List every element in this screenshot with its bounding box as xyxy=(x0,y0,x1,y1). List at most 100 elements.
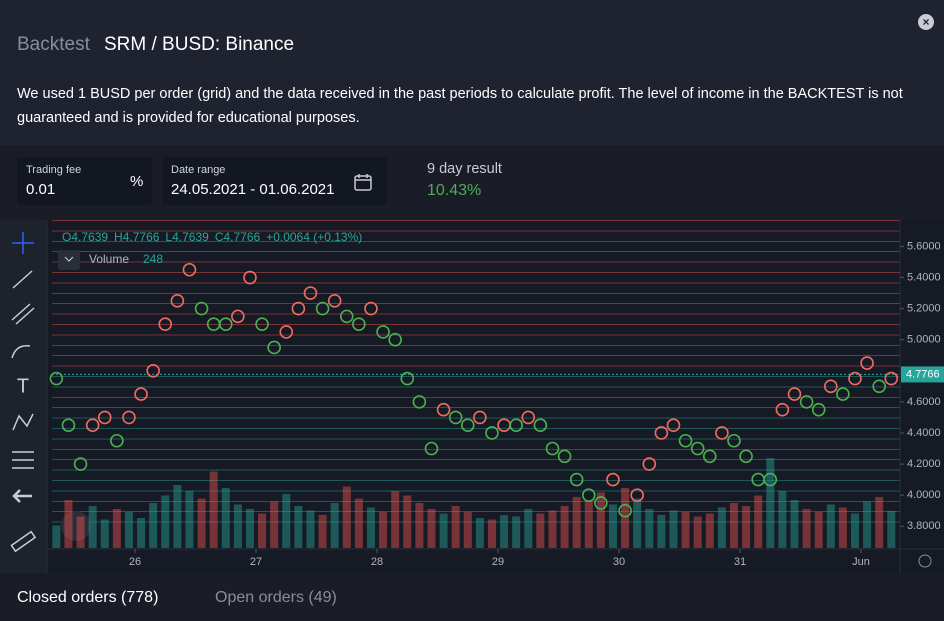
ohlc-value: L4.7639 xyxy=(165,230,209,244)
last-price-label: 4.7766 xyxy=(906,368,940,380)
volume-bar xyxy=(137,518,146,548)
volume-bar xyxy=(572,497,581,548)
volume-bar xyxy=(342,486,351,548)
order-marker xyxy=(327,294,342,308)
order-marker xyxy=(352,317,366,331)
order-marker xyxy=(376,325,390,339)
volume-bar xyxy=(717,507,726,548)
x-tick-label: 28 xyxy=(371,556,383,568)
order-marker xyxy=(49,371,64,386)
order-marker xyxy=(618,503,632,518)
order-marker xyxy=(606,472,620,487)
order-marker xyxy=(848,371,862,386)
order-marker xyxy=(666,418,681,432)
order-marker xyxy=(787,387,802,401)
order-marker xyxy=(799,395,814,409)
field-label: Date range xyxy=(171,164,226,176)
volume-bar xyxy=(161,495,170,548)
collapse-button[interactable] xyxy=(58,250,80,270)
volume-bar xyxy=(221,488,230,548)
order-marker xyxy=(569,472,584,487)
ohlc-value: C4.7766 xyxy=(215,230,261,244)
volume-bar xyxy=(850,513,859,548)
volume-bar xyxy=(52,525,61,548)
order-marker xyxy=(194,301,209,316)
drawing-tools[interactable]: T xyxy=(10,270,37,553)
order-marker xyxy=(473,410,487,425)
volume-bar xyxy=(403,495,412,548)
header-label: Backtest xyxy=(17,34,90,55)
volume-bar xyxy=(887,510,896,548)
chart: T 3.8000 4.0000 4.2000 4.4000 4.6000 5.0000 5.… xyxy=(0,220,944,573)
settings-bar: Trading fee 0.01 % Date range 24.05.2021… xyxy=(0,145,944,220)
x-tick-label: 29 xyxy=(492,556,504,568)
volume-bar xyxy=(330,503,339,548)
volume-bar xyxy=(875,497,884,548)
order-marker xyxy=(702,449,717,464)
tabs-bar: Closed orders (778) Open orders (49) xyxy=(0,573,944,621)
order-marker xyxy=(533,418,548,432)
order-marker xyxy=(364,301,378,316)
volume-bar xyxy=(415,503,424,548)
volume-bar xyxy=(802,509,811,548)
order-marker xyxy=(654,426,669,440)
order-marker xyxy=(521,410,536,425)
logo xyxy=(61,511,91,541)
order-marker xyxy=(460,418,475,432)
volume-bar xyxy=(693,516,702,548)
y-tick-label: 4.0000 xyxy=(907,489,941,501)
settings-icon[interactable] xyxy=(918,554,932,568)
volume-bar xyxy=(294,506,303,548)
date-range-input[interactable]: Date range 24.05.2021 - 01.06.2021 xyxy=(162,157,387,205)
x-tick-label: 31 xyxy=(734,556,746,568)
order-marker xyxy=(85,418,100,432)
volume-bar xyxy=(451,506,460,548)
volume-bar xyxy=(245,509,254,548)
trading-fee-input[interactable]: Trading fee 0.01 % xyxy=(17,157,152,205)
order-marker xyxy=(400,371,415,386)
collapse-icon xyxy=(64,256,74,262)
volume-bar xyxy=(487,519,496,548)
order-marker xyxy=(497,418,511,432)
volume-bar xyxy=(318,515,327,548)
volume-bar xyxy=(863,501,872,548)
order-marker xyxy=(860,356,874,370)
order-marker xyxy=(412,395,427,409)
volume-bar xyxy=(185,491,194,548)
x-tick-label: Jun xyxy=(852,556,870,568)
volume-bar xyxy=(669,510,678,548)
order-marker xyxy=(763,472,778,487)
volume-bar xyxy=(584,501,593,548)
volume-bar xyxy=(282,494,291,548)
order-marker xyxy=(823,379,838,394)
volume-bar xyxy=(790,500,799,548)
close-button[interactable]: × xyxy=(918,14,934,30)
order-marker xyxy=(206,317,221,331)
header: Backtest SRM / BUSD: Binance We used 1 B… xyxy=(0,0,944,145)
result-value: 10.43% xyxy=(427,182,482,199)
volume-bar xyxy=(754,495,763,548)
order-marker xyxy=(485,426,499,440)
volume-bar xyxy=(149,503,158,548)
description: We used 1 BUSD per order (grid) and the … xyxy=(17,86,903,126)
order-marker xyxy=(775,402,790,417)
volume-bar xyxy=(427,509,436,548)
volume-bar xyxy=(100,519,109,548)
order-marker xyxy=(97,410,112,425)
calendar-icon[interactable] xyxy=(353,172,373,192)
order-marker xyxy=(315,301,330,316)
tab[interactable]: Closed orders (778) xyxy=(17,589,159,606)
svg-text:T: T xyxy=(17,375,29,397)
volume-bar xyxy=(633,498,642,548)
last-price-box xyxy=(901,366,944,383)
order-marker xyxy=(630,488,644,502)
y-tick-label: 5.6000 xyxy=(907,240,941,252)
volume-bar xyxy=(76,516,85,548)
order-marker xyxy=(581,488,596,502)
tab[interactable]: Open orders (49) xyxy=(215,589,337,606)
sell-grid xyxy=(52,220,900,375)
crosshair-tool[interactable] xyxy=(12,232,34,254)
volume-bar xyxy=(475,518,484,548)
volume-bar xyxy=(270,501,279,548)
